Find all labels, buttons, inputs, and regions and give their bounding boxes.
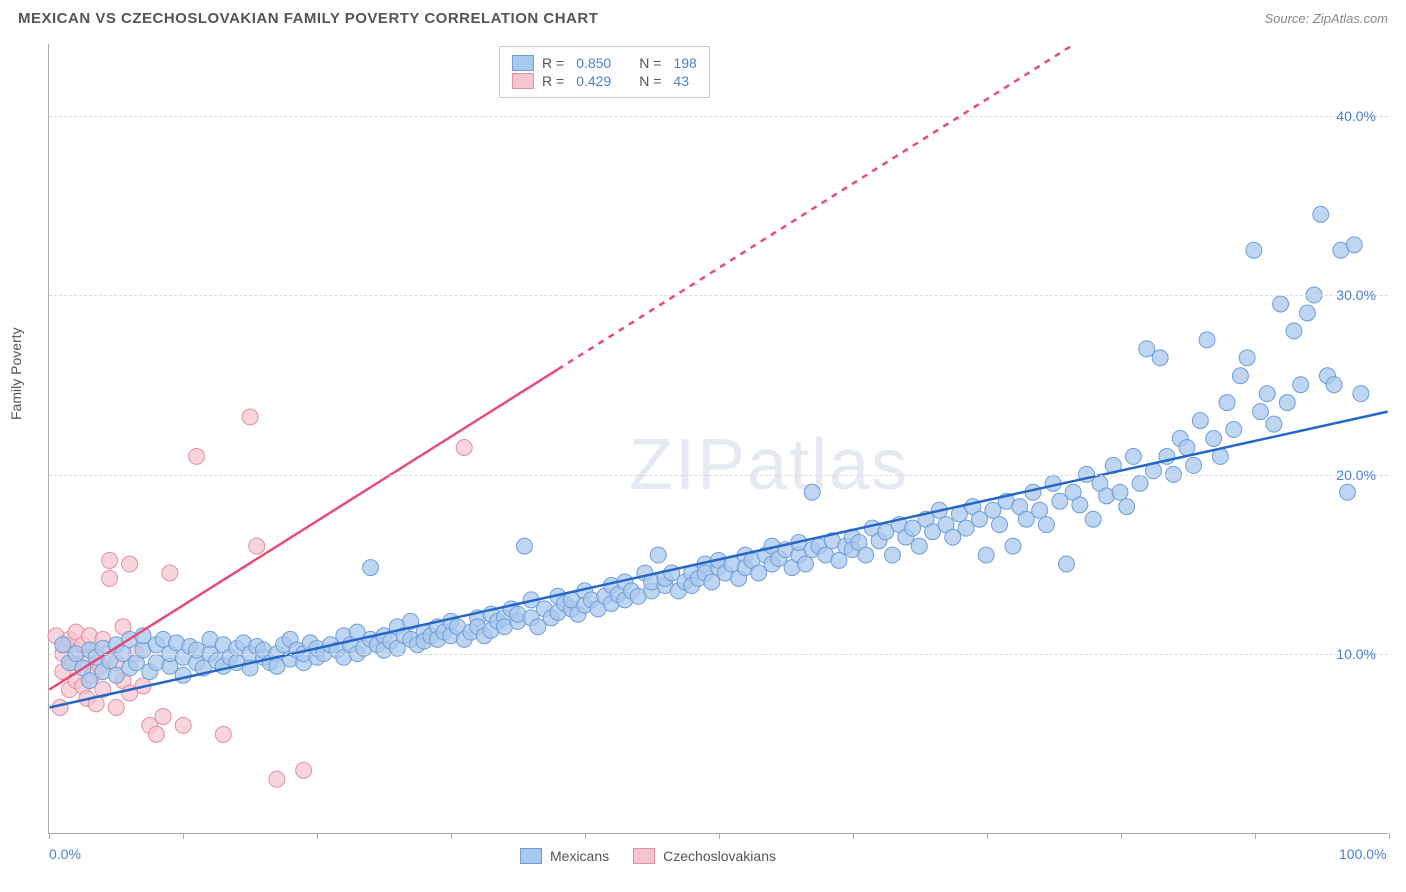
scatter-point (456, 439, 472, 455)
y-tick-label: 10.0% (1336, 646, 1376, 662)
trendline (558, 44, 1075, 369)
scatter-point (1219, 395, 1235, 411)
scatter-point (363, 560, 379, 576)
series-legend: Mexicans Czechoslovakians (520, 848, 776, 864)
scatter-point (242, 409, 258, 425)
x-tick (853, 833, 854, 839)
legend-item-mexicans: Mexicans (520, 848, 609, 864)
scatter-point (1353, 386, 1369, 402)
scatter-point (1253, 404, 1269, 420)
x-tick (183, 833, 184, 839)
legend-label-czechoslovakians: Czechoslovakians (663, 848, 776, 864)
scatter-point (1132, 475, 1148, 491)
gridline (49, 116, 1388, 117)
scatter-point (1346, 237, 1362, 253)
scatter-point (516, 538, 532, 554)
scatter-point (797, 556, 813, 572)
x-tick (451, 833, 452, 839)
swatch-pink (633, 848, 655, 864)
scatter-point (1058, 556, 1074, 572)
scatter-svg (49, 44, 1388, 833)
scatter-point (1125, 448, 1141, 464)
scatter-point (1152, 350, 1168, 366)
scatter-point (1226, 422, 1242, 438)
scatter-point (108, 699, 124, 715)
chart-plot-area: R = 0.850 N = 198 R = 0.429 N = 43 ZIPat… (48, 44, 1388, 834)
gridline (49, 654, 1388, 655)
scatter-point (269, 771, 285, 787)
scatter-point (1313, 206, 1329, 222)
scatter-point (249, 538, 265, 554)
scatter-point (858, 547, 874, 563)
x-tick (1255, 833, 1256, 839)
scatter-point (1085, 511, 1101, 527)
scatter-point (102, 570, 118, 586)
scatter-point (1299, 305, 1315, 321)
scatter-point (296, 762, 312, 778)
x-tick (1389, 833, 1390, 839)
scatter-point (804, 484, 820, 500)
scatter-point (1186, 457, 1202, 473)
x-tick (317, 833, 318, 839)
source-attribution: Source: ZipAtlas.com (1264, 11, 1388, 26)
scatter-point (831, 552, 847, 568)
trendline (49, 412, 1387, 708)
scatter-point (215, 726, 231, 742)
chart-title: MEXICAN VS CZECHOSLOVAKIAN FAMILY POVERT… (18, 10, 598, 27)
x-tick (1121, 833, 1122, 839)
y-axis-label: Family Poverty (8, 327, 24, 420)
y-tick-label: 30.0% (1336, 287, 1376, 303)
x-tick (585, 833, 586, 839)
scatter-point (189, 448, 205, 464)
scatter-point (978, 547, 994, 563)
scatter-point (102, 552, 118, 568)
scatter-point (1038, 517, 1054, 533)
legend-item-czechoslovakians: Czechoslovakians (633, 848, 776, 864)
scatter-point (1246, 242, 1262, 258)
gridline (49, 475, 1388, 476)
header: MEXICAN VS CZECHOSLOVAKIAN FAMILY POVERT… (0, 0, 1406, 33)
x-tick (49, 833, 50, 839)
scatter-point (148, 726, 164, 742)
scatter-point (175, 667, 191, 683)
swatch-blue (520, 848, 542, 864)
scatter-point (175, 717, 191, 733)
x-tick-label: 0.0% (49, 846, 81, 862)
scatter-point (1259, 386, 1275, 402)
scatter-point (1279, 395, 1295, 411)
scatter-point (1293, 377, 1309, 393)
scatter-point (1199, 332, 1215, 348)
x-tick-label: 100.0% (1339, 846, 1386, 862)
scatter-point (1326, 377, 1342, 393)
scatter-point (992, 517, 1008, 533)
scatter-point (1232, 368, 1248, 384)
x-tick (987, 833, 988, 839)
scatter-point (1005, 538, 1021, 554)
x-tick (719, 833, 720, 839)
y-tick-label: 40.0% (1336, 108, 1376, 124)
scatter-point (1112, 484, 1128, 500)
scatter-point (155, 708, 171, 724)
scatter-point (911, 538, 927, 554)
legend-label-mexicans: Mexicans (550, 848, 609, 864)
scatter-point (1239, 350, 1255, 366)
scatter-point (1206, 431, 1222, 447)
y-tick-label: 20.0% (1336, 467, 1376, 483)
scatter-point (1192, 413, 1208, 429)
scatter-point (122, 556, 138, 572)
scatter-point (1072, 497, 1088, 513)
scatter-point (650, 547, 666, 563)
scatter-point (1119, 499, 1135, 515)
scatter-point (1286, 323, 1302, 339)
scatter-point (884, 547, 900, 563)
scatter-point (1266, 416, 1282, 432)
scatter-point (1340, 484, 1356, 500)
scatter-point (1179, 439, 1195, 455)
gridline (49, 295, 1388, 296)
scatter-point (162, 565, 178, 581)
scatter-point (1273, 296, 1289, 312)
scatter-point (1032, 502, 1048, 518)
